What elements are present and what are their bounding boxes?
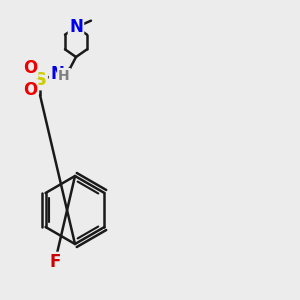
Text: S: S (34, 71, 46, 89)
Text: F: F (49, 253, 61, 271)
Text: N: N (50, 65, 64, 83)
Text: H: H (58, 69, 70, 83)
Text: O: O (23, 81, 37, 99)
Text: O: O (23, 59, 37, 77)
Text: N: N (69, 18, 83, 36)
